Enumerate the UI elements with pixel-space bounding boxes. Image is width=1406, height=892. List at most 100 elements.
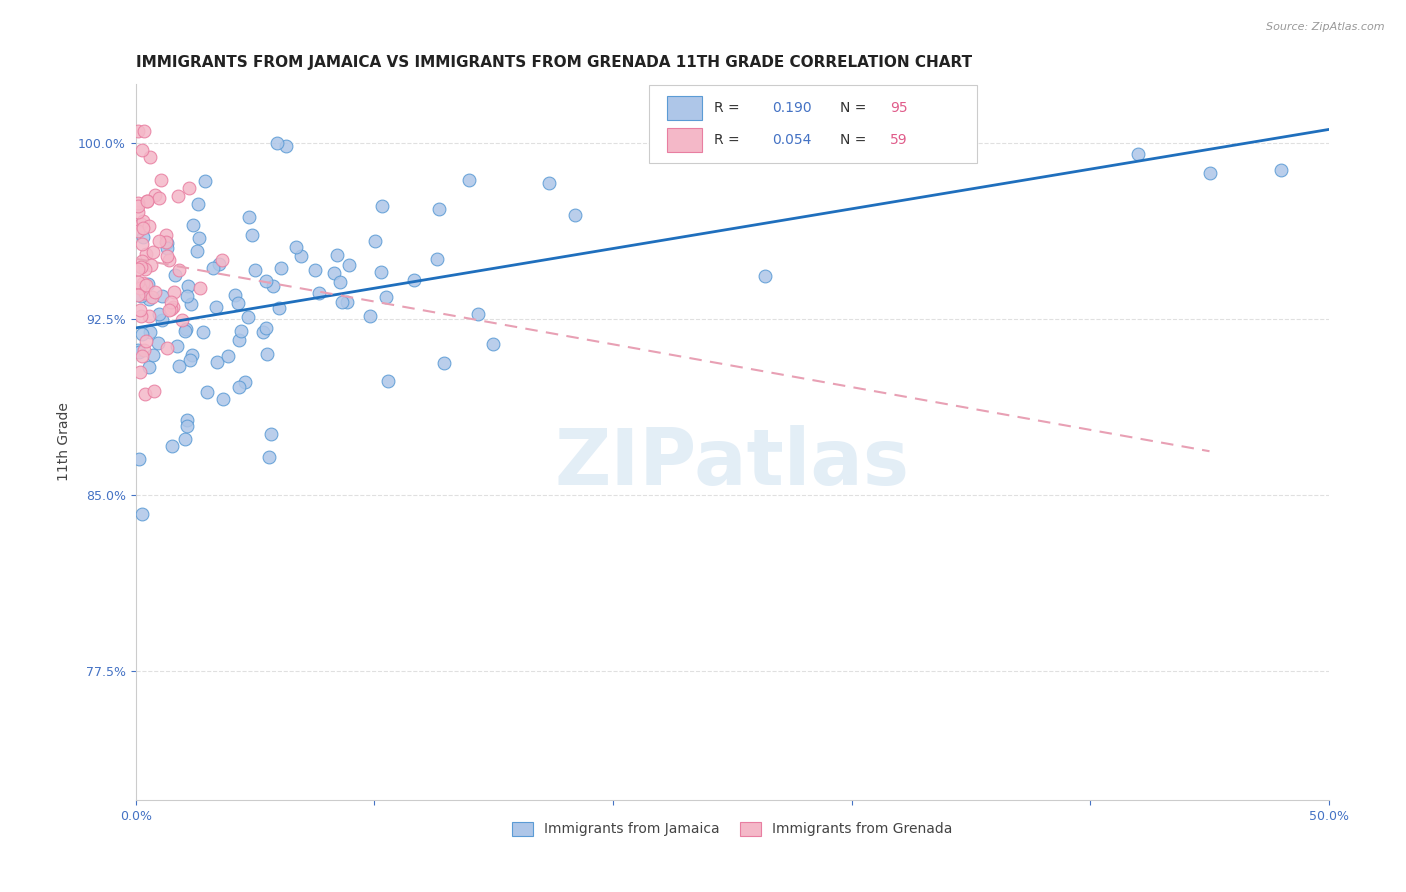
Point bbox=[148, 308, 170, 322]
Text: 59: 59 bbox=[890, 134, 907, 147]
Point bbox=[179, 352, 201, 367]
Text: ZIPatlas: ZIPatlas bbox=[555, 425, 910, 501]
Point bbox=[467, 307, 489, 321]
Point bbox=[754, 268, 776, 283]
Point bbox=[131, 310, 153, 324]
Point bbox=[132, 276, 155, 290]
Point bbox=[564, 208, 586, 222]
Point bbox=[145, 188, 167, 202]
Point bbox=[433, 356, 456, 370]
Point bbox=[233, 375, 256, 389]
Point bbox=[163, 285, 186, 299]
Point bbox=[1198, 166, 1220, 180]
Point bbox=[177, 279, 200, 293]
Point bbox=[128, 302, 150, 317]
Point bbox=[142, 348, 165, 362]
Point bbox=[231, 324, 253, 338]
Point bbox=[167, 188, 190, 202]
Point bbox=[482, 337, 505, 351]
Text: Source: ZipAtlas.com: Source: ZipAtlas.com bbox=[1267, 22, 1385, 32]
Point bbox=[136, 194, 159, 209]
Point bbox=[359, 309, 381, 323]
Point bbox=[127, 124, 149, 138]
Point bbox=[160, 302, 183, 317]
Point bbox=[176, 288, 198, 302]
Point bbox=[127, 224, 149, 238]
Point bbox=[138, 293, 160, 307]
Legend: Immigrants from Jamaica, Immigrants from Grenada: Immigrants from Jamaica, Immigrants from… bbox=[505, 814, 959, 844]
Text: IMMIGRANTS FROM JAMAICA VS IMMIGRANTS FROM GRENADA 11TH GRADE CORRELATION CHART: IMMIGRANTS FROM JAMAICA VS IMMIGRANTS FR… bbox=[136, 55, 972, 70]
Point bbox=[167, 359, 190, 374]
Text: 0.190: 0.190 bbox=[772, 101, 811, 115]
Point bbox=[131, 143, 153, 157]
Point bbox=[188, 231, 211, 245]
Point bbox=[127, 287, 149, 301]
Point bbox=[285, 240, 308, 254]
Point bbox=[131, 507, 153, 521]
Point bbox=[174, 324, 197, 338]
Point bbox=[127, 204, 149, 219]
Point bbox=[134, 387, 156, 401]
Point bbox=[337, 258, 360, 272]
Point bbox=[174, 322, 197, 336]
Point bbox=[141, 290, 163, 304]
Point bbox=[155, 235, 177, 249]
Point bbox=[257, 450, 280, 464]
Point bbox=[228, 295, 250, 310]
Point bbox=[308, 285, 330, 300]
Point bbox=[290, 249, 312, 263]
Point bbox=[135, 334, 157, 348]
Point bbox=[195, 385, 218, 400]
Point bbox=[127, 343, 149, 358]
Point bbox=[162, 300, 184, 314]
Text: N =: N = bbox=[839, 134, 870, 147]
Point bbox=[132, 214, 155, 228]
Y-axis label: 11th Grade: 11th Grade bbox=[58, 402, 72, 482]
Point bbox=[228, 380, 250, 394]
Point bbox=[243, 262, 266, 277]
Point bbox=[155, 227, 177, 242]
Point bbox=[180, 297, 202, 311]
Point bbox=[138, 310, 160, 324]
Point bbox=[131, 326, 153, 341]
Point bbox=[262, 278, 284, 293]
Point bbox=[238, 210, 260, 224]
Point bbox=[205, 355, 228, 369]
Point bbox=[322, 266, 344, 280]
Point bbox=[148, 191, 170, 205]
Point bbox=[150, 288, 173, 302]
Point bbox=[187, 196, 209, 211]
Point bbox=[242, 227, 264, 242]
Point bbox=[142, 384, 165, 399]
Point bbox=[330, 295, 353, 310]
Point bbox=[172, 312, 194, 326]
Point bbox=[134, 124, 156, 138]
Text: R =: R = bbox=[714, 134, 744, 147]
Point bbox=[156, 241, 179, 255]
Point bbox=[194, 174, 217, 188]
Point bbox=[131, 237, 153, 252]
Point bbox=[212, 392, 235, 407]
Point bbox=[131, 349, 153, 363]
Point bbox=[458, 172, 481, 186]
Point bbox=[146, 335, 169, 350]
Point bbox=[1270, 162, 1292, 177]
Point bbox=[270, 261, 292, 276]
Text: R =: R = bbox=[714, 101, 744, 115]
Point bbox=[156, 341, 179, 355]
Point bbox=[211, 252, 233, 267]
Point bbox=[252, 325, 274, 339]
Point bbox=[364, 234, 387, 248]
Point bbox=[134, 262, 156, 277]
Point bbox=[131, 217, 153, 231]
Point bbox=[134, 343, 156, 358]
Point bbox=[370, 265, 392, 279]
Point bbox=[266, 136, 288, 150]
Point bbox=[160, 439, 183, 453]
Point bbox=[131, 221, 153, 235]
Text: N =: N = bbox=[839, 101, 870, 115]
Point bbox=[131, 229, 153, 244]
Point bbox=[304, 263, 326, 277]
Point bbox=[202, 260, 225, 275]
Point bbox=[165, 268, 187, 282]
